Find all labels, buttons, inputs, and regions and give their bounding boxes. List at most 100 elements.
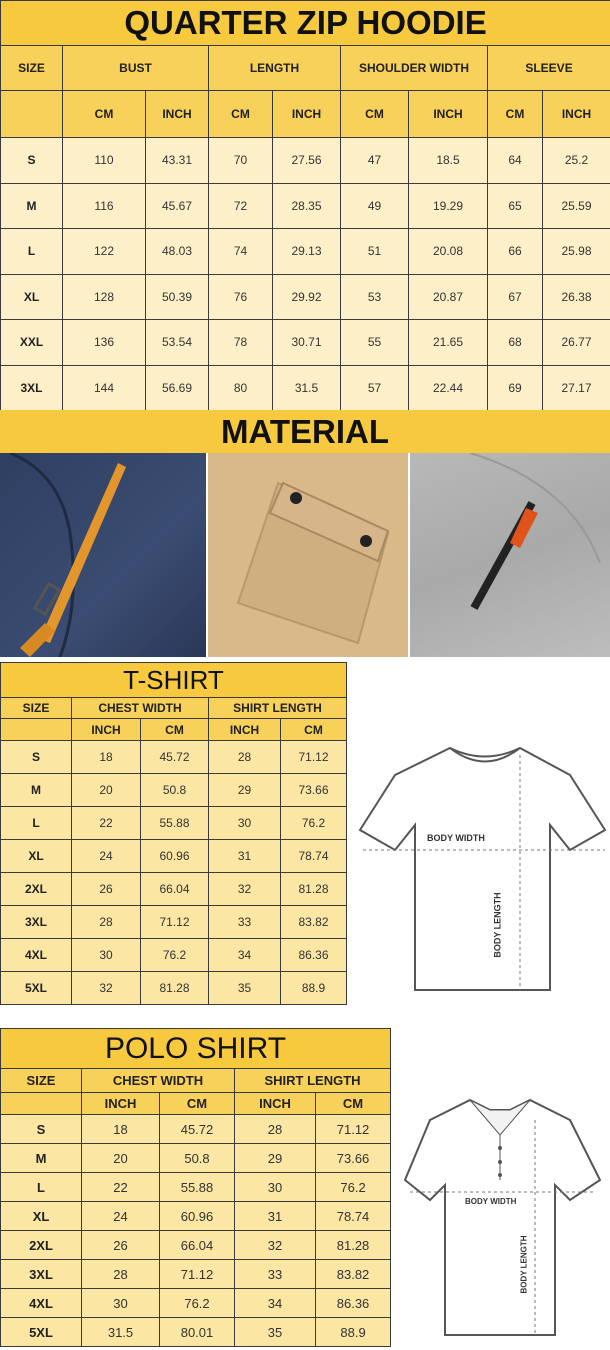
value-cell: 18 [81, 1114, 160, 1144]
table-row: XXL 136 53.54 78 30.71 55 21.65 68 26.77 [0, 319, 610, 366]
value-cell: 22 [81, 1172, 160, 1202]
orange-strap-icon [9, 453, 126, 657]
value-cell: 33 [208, 905, 281, 939]
size-header-blank [0, 718, 72, 741]
unit-header: CM [140, 718, 209, 741]
value-cell: 81.28 [140, 971, 209, 1005]
polo-body-width-label: BODY WIDTH [465, 1197, 517, 1206]
tshirt-size-table: T-SHIRT SIZE CHEST WIDTH SHIRT LENGTH INCH CM… [0, 662, 347, 1005]
value-cell: 57 [340, 364, 409, 411]
value-cell: 28 [234, 1114, 316, 1144]
table-row: XL 128 50.39 76 29.92 53 20.87 67 26.38 [0, 273, 610, 320]
value-cell: 78.74 [314, 1201, 392, 1231]
value-cell: 32 [234, 1230, 316, 1260]
value-cell: 28 [81, 1259, 160, 1289]
polo-size-table: POLO SHIRT SIZE CHEST WIDTH SHIRT LENGTH INC… [0, 1028, 392, 1347]
value-cell: 30.71 [272, 319, 341, 366]
value-cell: 30 [208, 806, 281, 840]
size-cell: XL [0, 273, 63, 320]
table-row: 3XL 28 71.12 33 83.82 [0, 1259, 392, 1289]
value-cell: 24 [71, 839, 141, 873]
value-cell: 34 [208, 938, 281, 972]
value-cell: 122 [62, 228, 146, 275]
unit-header: CM [487, 90, 543, 138]
value-cell: 26 [81, 1230, 160, 1260]
tshirt-outline-icon [358, 746, 607, 991]
value-cell: 136 [62, 319, 146, 366]
value-cell: 31.5 [272, 364, 341, 411]
value-cell: 71.12 [280, 740, 347, 774]
value-cell: 32 [208, 872, 281, 906]
size-cell: M [0, 182, 63, 229]
value-cell: 19.29 [408, 182, 488, 229]
size-cell: XL [0, 839, 72, 873]
value-cell: 83.82 [280, 905, 347, 939]
unit-header: CM [159, 1092, 235, 1115]
value-cell: 21.65 [408, 319, 488, 366]
value-cell: 81.28 [280, 872, 347, 906]
value-cell: 47 [340, 137, 409, 184]
value-cell: 73.66 [314, 1143, 392, 1173]
table-row: XL 24 60.96 31 78.74 [0, 839, 347, 873]
value-cell: 76.2 [140, 938, 209, 972]
size-cell: XXL [0, 319, 63, 366]
value-cell: 88.9 [314, 1317, 392, 1347]
value-cell: 50.8 [140, 773, 209, 807]
table-title: QUARTER ZIP HOODIE [0, 0, 610, 46]
group-header: BUST [62, 45, 209, 91]
tshirt-body-length-label: BODY LENGTH [492, 892, 503, 958]
value-cell: 83.82 [314, 1259, 392, 1289]
table-row: 4XL 30 76.2 34 86.36 [0, 938, 347, 972]
hoodie-size-table: QUARTER ZIP HOODIE SIZE BUST LENGTH SHOULDER… [0, 0, 610, 411]
value-cell: 116 [62, 182, 146, 229]
value-cell: 86.36 [314, 1288, 392, 1318]
value-cell: 86.36 [280, 938, 347, 972]
value-cell: 22.44 [408, 364, 488, 411]
value-cell: 26.77 [541, 319, 610, 366]
table-row: L 122 48.03 74 29.13 51 20.08 66 25.98 [0, 228, 610, 275]
value-cell: 69 [487, 364, 543, 411]
value-cell: 22 [71, 806, 141, 840]
size-cell: 5XL [0, 1317, 82, 1347]
table-row: XL 24 60.96 31 78.74 [0, 1201, 392, 1231]
table-row: S 18 45.72 28 71.12 [0, 1114, 392, 1144]
value-cell: 28 [71, 905, 141, 939]
unit-header: INCH [541, 90, 610, 138]
unit-header: INCH [234, 1092, 316, 1115]
unit-header: INCH [71, 718, 141, 741]
size-header: SIZE [0, 45, 63, 91]
table-row: S 18 45.72 28 71.12 [0, 740, 347, 774]
value-cell: 28.35 [272, 182, 341, 229]
size-cell: S [0, 1114, 82, 1144]
size-cell: M [0, 773, 72, 807]
value-cell: 67 [487, 273, 543, 320]
value-cell: 20.08 [408, 228, 488, 275]
value-cell: 35 [234, 1317, 316, 1347]
value-cell: 73.66 [280, 773, 347, 807]
value-cell: 20 [81, 1143, 160, 1173]
unit-header: CM [280, 718, 347, 741]
value-cell: 33 [234, 1259, 316, 1289]
value-cell: 31 [208, 839, 281, 873]
value-cell: 66.04 [159, 1230, 235, 1260]
table-row: S 110 43.31 70 27.56 47 18.5 64 25.2 [0, 137, 610, 184]
value-cell: 27.56 [272, 137, 341, 184]
value-cell: 55.88 [140, 806, 209, 840]
tshirt-body-width-label: BODY WIDTH [427, 833, 485, 843]
unit-header: INCH [408, 90, 488, 138]
value-cell: 72 [208, 182, 273, 229]
size-header-blank [0, 90, 63, 138]
size-header-blank [0, 1092, 82, 1115]
value-cell: 18.5 [408, 137, 488, 184]
value-cell: 45.72 [140, 740, 209, 774]
value-cell: 29.13 [272, 228, 341, 275]
table-row: L 22 55.88 30 76.2 [0, 806, 347, 840]
table-row: 5XL 31.5 80.01 35 88.9 [0, 1317, 392, 1347]
size-cell: 5XL [0, 971, 72, 1005]
unit-header: INCH [81, 1092, 160, 1115]
value-cell: 80 [208, 364, 273, 411]
value-cell: 81.28 [314, 1230, 392, 1260]
value-cell: 48.03 [145, 228, 209, 275]
value-cell: 60.96 [140, 839, 209, 873]
value-cell: 25.98 [541, 228, 610, 275]
